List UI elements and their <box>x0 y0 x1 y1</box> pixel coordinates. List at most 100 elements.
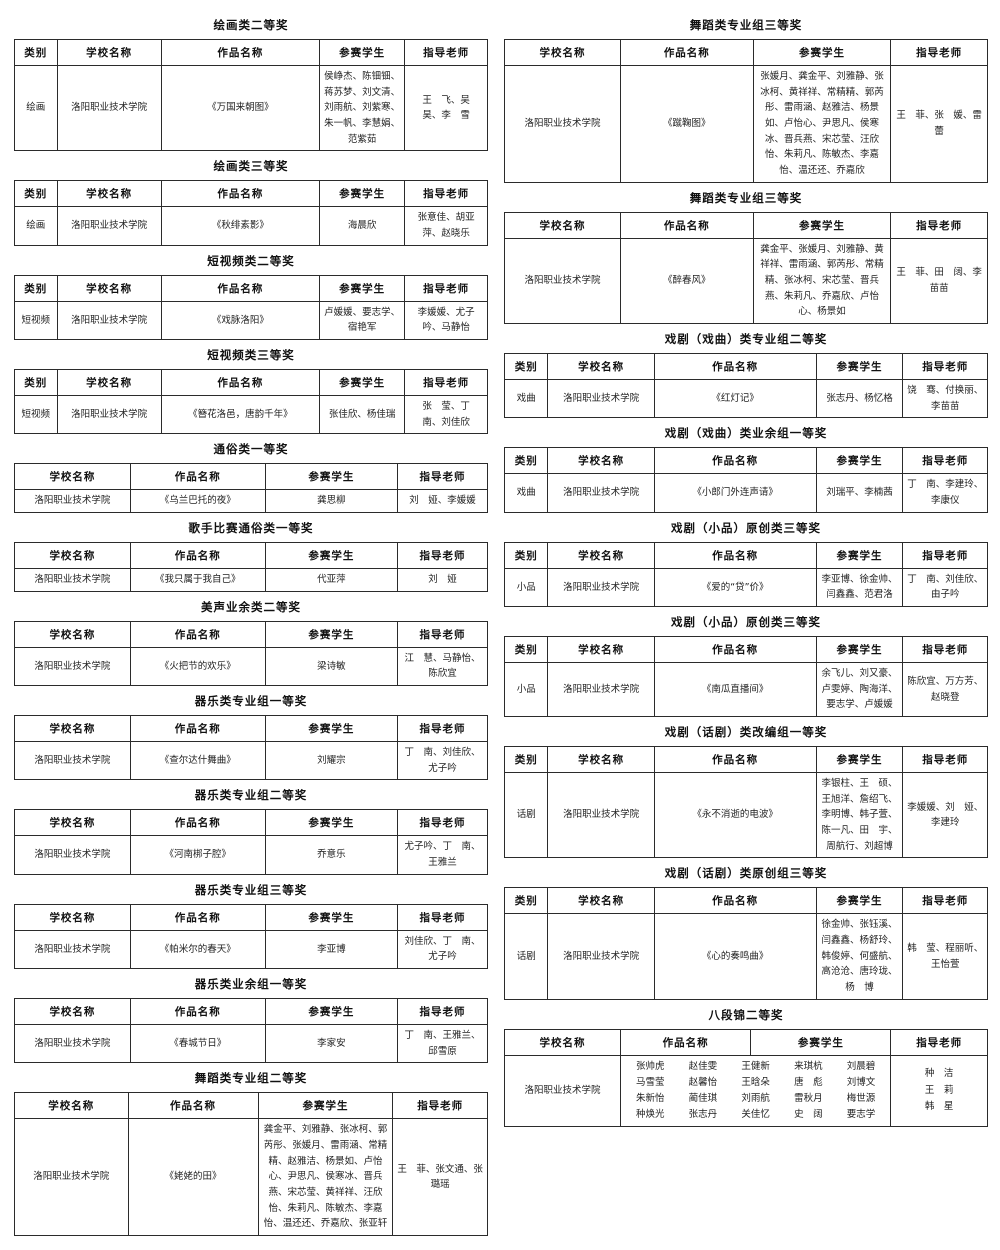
work-title-cell: 《醉春风》 <box>619 237 754 325</box>
student-name: 刘晨碧 <box>846 1060 876 1072</box>
section-title: 戏剧（小品）原创类三等奖 <box>671 520 821 535</box>
column-header: 作品名称 <box>129 998 266 1026</box>
teachers-cell: 饶 骞、付换丽、李苗苗 <box>902 379 988 419</box>
column-header: 作品名称 <box>653 746 817 774</box>
school-cell: 洛阳职业技术学院 <box>14 1024 131 1064</box>
category-cell: 绘画 <box>14 206 58 246</box>
column-header: 作品名称 <box>653 541 817 569</box>
awards-table: 类别 学校名称 作品名称 参赛学生 指导老师 话剧 洛阳职业技术学院 《心的奏鸣曲》 徐金帅、张… <box>503 887 988 1000</box>
column-header: 参赛学生 <box>264 809 399 837</box>
column-header: 作品名称 <box>160 39 321 66</box>
students-cell: 张媛月、龚金平、刘雅静、张冰柯、黄祥祥、常精精、郭芮彤、雷雨涵、赵雅洁、杨景如、… <box>752 65 892 183</box>
teachers-cell: 王 菲、田 阔、李苗苗 <box>890 237 988 325</box>
column-header: 作品名称 <box>129 463 266 491</box>
awards-table: 学校名称 作品名称 参赛学生 指导老师 洛阳职业技术学院 《乌兰巴托的夜》 龚思柳刘 娅、李… <box>14 463 488 514</box>
table-row: 小品 洛阳职业技术学院 《南瓜直播间》 余飞儿、刘又豪、卢雯婷、陶海洋、要志学、卢媛媛… <box>503 662 988 718</box>
column-header: 作品名称 <box>129 542 266 570</box>
category-cell: 小品 <box>503 662 549 718</box>
awards-table: 学校名称 作品名称 参赛学生 指导老师 洛阳职业技术学院 《醉春风》 龚金平、张媛月、刘雅静… <box>504 211 988 325</box>
work-title-cell: 《火把节的欢乐》 <box>129 646 266 687</box>
school-cell: 洛阳职业技术学院 <box>547 473 655 513</box>
header-row: 学校名称 作品名称 参赛学生 指导老师 <box>504 211 988 239</box>
category-cell: 戏曲 <box>503 379 549 419</box>
category-cell: 短视频 <box>14 300 58 341</box>
column-header: 指导老师 <box>404 39 488 66</box>
awards-table: 学校名称 作品名称 参赛学生 指导老师 洛阳职业技术学院 《河南梆子腔》 乔意乐 尤子吟、丁 … <box>14 809 488 875</box>
column-header: 指导老师 <box>397 903 488 931</box>
header-row: 学校名称 作品名称 参赛学生 指导老师 <box>14 463 488 491</box>
students-cell: 代亚萍 <box>264 568 399 592</box>
column-header: 指导老师 <box>397 998 488 1026</box>
column-header: 指导老师 <box>890 211 988 239</box>
column-header: 类别 <box>503 746 549 774</box>
column-header: 作品名称 <box>129 809 266 837</box>
header-row: 类别 学校名称 作品名称 参赛学生 指导老师 <box>14 274 488 302</box>
awards-table: 学校名称 作品名称 参赛学生 指导老师 洛阳职业技术学院 《春城节日》 李家安丁 南、王雅兰… <box>14 998 488 1064</box>
header-row: 学校名称 作品名称 参赛学生 指导老师 <box>14 998 488 1026</box>
student-name: 雷秋月 <box>794 1093 823 1105</box>
students-cell: 李银柱、王 硕、王旭洋、詹绍飞、李明博、韩子萱、陈一凡、田 宇、周航行、刘超博 <box>815 772 904 859</box>
column-header: 指导老师 <box>397 463 488 491</box>
teachers-cell: 刘佳欣、丁 南、尤子吟 <box>397 929 488 970</box>
category-cell: 话剧 <box>503 772 549 859</box>
student-name: 马雪莹 <box>635 1077 665 1089</box>
teacher-name: 王 莉 <box>924 1084 954 1096</box>
section-title: 八段锦二等奖 <box>708 1007 784 1022</box>
awards-table: 学校名称 作品名称 参赛学生 指导老师 洛阳职业技术学院 《我只属于我自己》 代亚萍刘 娅 <box>14 542 488 592</box>
section-title: 短视频类二等奖 <box>207 253 295 268</box>
column-header: 学校名称 <box>504 211 621 239</box>
header-row: 学校名称 作品名称 参赛学生 指导老师 <box>504 39 988 66</box>
student-name: 种焕光 <box>635 1109 665 1121</box>
student-name: 刘雨航 <box>741 1093 770 1105</box>
student-name: 唐 彪 <box>794 1077 823 1089</box>
table-row: 洛阳职业技术学院 《蹴鞠图》 张媛月、龚金平、刘雅静、张冰柯、黄祥祥、常精精、郭芮彤… <box>504 65 991 183</box>
category-cell: 绘画 <box>14 64 58 152</box>
student-name: 史 阔 <box>794 1109 823 1121</box>
school-cell: 洛阳职业技术学院 <box>547 662 655 718</box>
header-row: 学校名称 作品名称 参赛学生 指导老师 <box>14 620 488 648</box>
students-cell: 海晨欣 <box>319 206 406 246</box>
teachers-cell: 王 菲、张 媛、雷 蕾 <box>890 65 991 183</box>
students-cell: 卢媛媛、要志学、宿艳军 <box>319 300 406 341</box>
table-row: 话剧 洛阳职业技术学院 《永不消逝的电波》 李银柱、王 硕、王旭洋、詹绍飞、李明博、韩… <box>503 772 988 859</box>
header-row: 学校名称 作品名称 参赛学生 指导老师 <box>14 903 488 931</box>
column-header: 参赛学生 <box>815 636 904 664</box>
column-header: 参赛学生 <box>264 998 399 1026</box>
school-cell: 洛阳职业技术学院 <box>547 567 655 608</box>
work-title-cell: 《南瓜直播间》 <box>653 662 817 718</box>
student-name: 梅世源 <box>846 1093 876 1105</box>
column-header: 类别 <box>503 353 549 381</box>
section-title: 舞蹈类专业组三等奖 <box>689 190 803 205</box>
column-header: 指导老师 <box>902 541 988 569</box>
column-header: 学校名称 <box>547 887 655 915</box>
column-header: 作品名称 <box>129 903 266 931</box>
school-cell: 洛阳职业技术学院 <box>14 646 131 687</box>
column-header: 学校名称 <box>14 463 131 491</box>
table-row: 话剧 洛阳职业技术学院 《心的奏鸣曲》 徐金帅、张钰溪、闫鑫鑫、杨舒玲、韩俊婷、何盛航… <box>503 913 988 1000</box>
students-cell: 徐金帅、张钰溪、闫鑫鑫、杨舒玲、韩俊婷、何盛航、高沧沧、唐玲珑、杨 博 <box>815 913 904 1000</box>
column-header: 指导老师 <box>397 809 488 837</box>
column-header: 指导老师 <box>902 746 988 774</box>
column-header: 参赛学生 <box>815 746 904 774</box>
school-cell: 洛阳职业技术学院 <box>14 741 131 781</box>
section-title: 短视频类三等奖 <box>207 348 295 363</box>
work-title-cell: 《春城节日》 <box>129 1024 266 1064</box>
column-header: 学校名称 <box>14 809 131 837</box>
column-header: 学校名称 <box>14 715 131 743</box>
work-title-cell: 《心的奏鸣曲》 <box>653 913 817 1000</box>
header-row: 学校名称 作品名称 参赛学生 指导老师 <box>14 542 488 570</box>
student-name: 刘博文 <box>846 1077 876 1089</box>
school-cell: 洛阳职业技术学院 <box>547 379 655 419</box>
column-header: 学校名称 <box>14 542 131 570</box>
work-title-cell: 《我只属于我自己》 <box>129 568 266 592</box>
column-header: 参赛学生 <box>319 180 406 208</box>
column-header: 学校名称 <box>547 447 655 475</box>
teacher-name: 韩 星 <box>924 1100 954 1112</box>
awards-table: 类别 学校名称 作品名称 参赛学生 指导老师 绘画 洛阳职业技术学院 《秋绯素影》 海晨欣 张意佳… <box>14 180 488 246</box>
student-name: 赵馨怡 <box>688 1077 718 1089</box>
student-name-grid: 张帅虎 赵佳雯 王健新 来琪杭 刘晨碧 马雪莹 赵馨怡 王晗朵 唐 彪 刘博文 朱新怡 蔺佳琪 刘雨航 雷… <box>624 1059 887 1123</box>
column-header: 作品名称 <box>160 369 321 397</box>
section-title: 舞蹈类专业组三等奖 <box>689 18 803 32</box>
awards-table: 学校名称 作品名称 参赛学生 指导老师 洛阳职业技术学院 《查尔达什舞曲》 刘耀宗丁 南、刘… <box>14 715 488 781</box>
